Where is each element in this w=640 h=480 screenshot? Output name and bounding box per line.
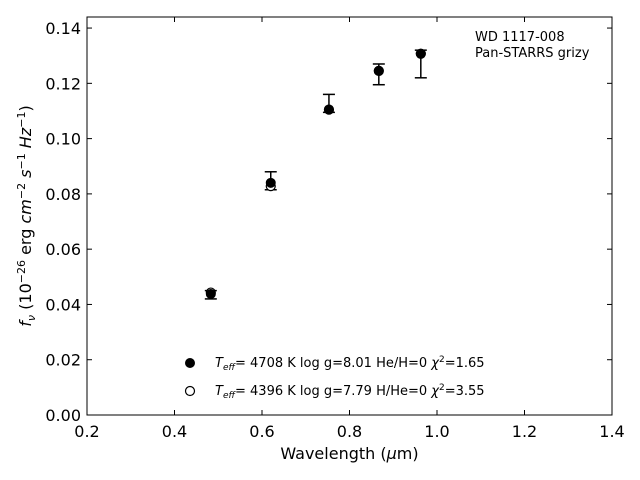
legend-entry-2: Teff= 4396 K log g=7.79 H/He=0 χ2=3.55 (215, 383, 485, 401)
model-point-filled (415, 48, 426, 59)
legend: Teff= 4708 K log g=8.01 He/H=0 χ2=1.65 T… (184, 355, 485, 401)
model-point-filled (323, 104, 334, 115)
model-point-filled (265, 177, 276, 188)
x-tick-label: 0.6 (249, 422, 274, 441)
y-tick-label: 0.02 (45, 351, 81, 370)
x-tick-label: 1.4 (599, 422, 624, 441)
x-tick-label: 0.2 (74, 422, 99, 441)
annotation-survey-name: Pan-STARRS grizy (475, 46, 590, 61)
annotation-object-name: WD 1117-008 (475, 30, 565, 45)
x-tick-label: 0.8 (337, 422, 362, 441)
y-tick-label: 0.04 (45, 295, 81, 314)
x-tick-label: 1.2 (512, 422, 537, 441)
model-point-filled (205, 288, 216, 299)
y-tick-label: 0.06 (45, 240, 81, 259)
y-axis-label: fν (10−26 erg cm−2 s−1 Hz−1) (15, 105, 38, 326)
data-markers (205, 48, 426, 299)
y-tick-label: 0.08 (45, 185, 81, 204)
error-bars (204, 49, 427, 300)
x-axis-label: Wavelength (μm) (280, 444, 418, 463)
y-tick-label: 0.00 (45, 406, 81, 425)
x-axis: 0.2 0.4 0.6 0.8 1.0 1.2 1.4 (74, 17, 625, 441)
model-point-filled (373, 65, 384, 76)
y-axis: 0.00 0.02 0.04 0.06 0.08 0.10 0.12 0.14 (45, 19, 612, 425)
legend-entry-1: Teff= 4708 K log g=8.01 He/H=0 χ2=1.65 (215, 355, 485, 373)
y-tick-label: 0.12 (45, 74, 81, 93)
x-tick-label: 0.4 (162, 422, 187, 441)
legend-marker-filled (185, 358, 195, 368)
y-tick-label: 0.10 (45, 130, 81, 149)
x-tick-label: 1.0 (424, 422, 449, 441)
legend-marker-open (184, 385, 196, 397)
y-tick-label: 0.14 (45, 19, 81, 38)
